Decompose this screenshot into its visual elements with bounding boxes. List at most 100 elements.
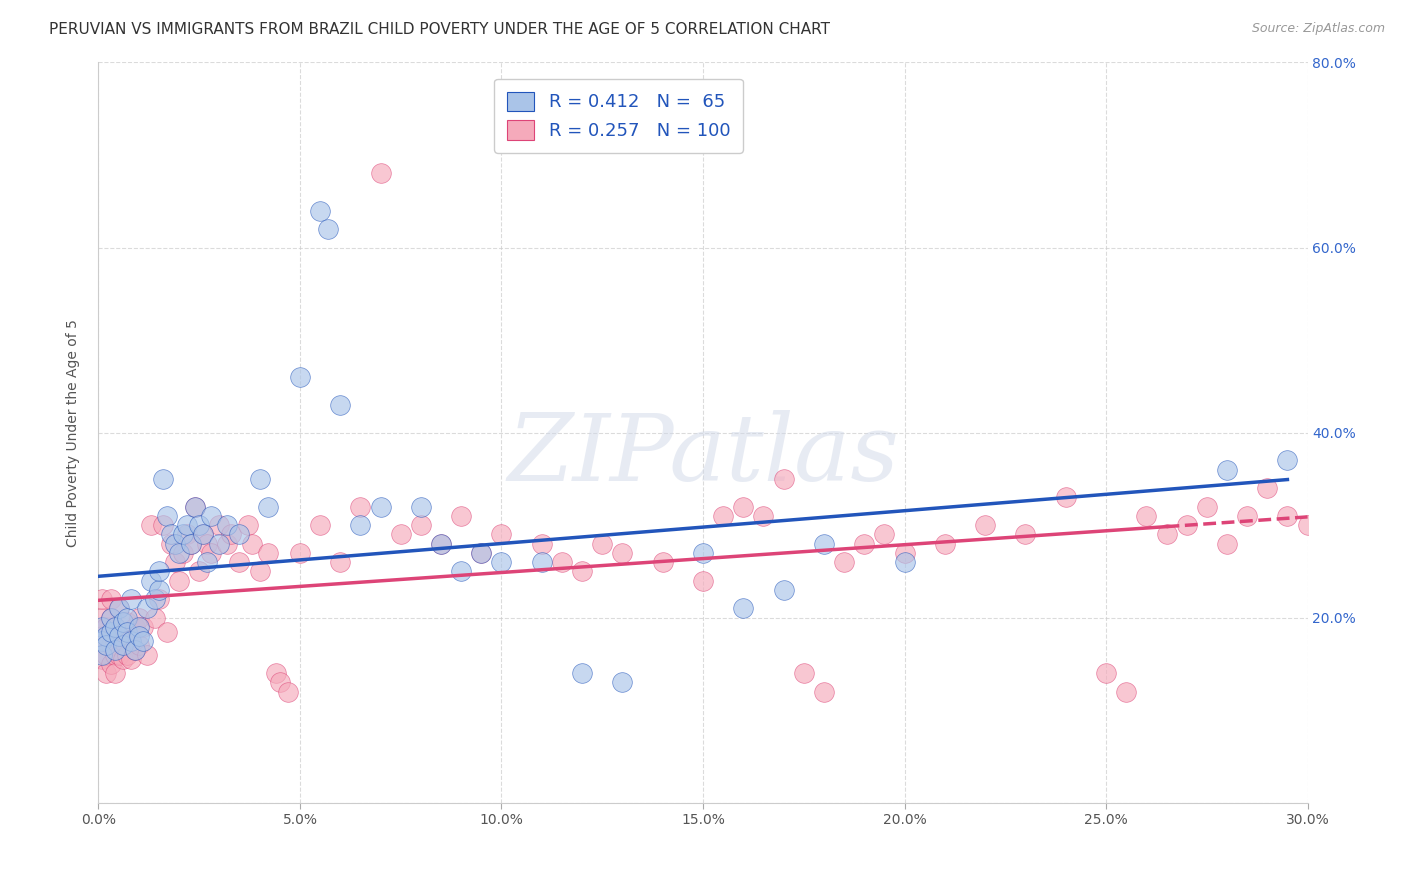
Point xyxy=(752,508,775,523)
Point xyxy=(1296,518,1319,533)
Point xyxy=(409,518,432,533)
Point xyxy=(96,639,118,653)
Point xyxy=(96,648,118,662)
Point xyxy=(111,652,134,666)
Point xyxy=(195,536,218,550)
Point xyxy=(430,536,453,550)
Point xyxy=(264,666,287,681)
Point xyxy=(711,508,734,523)
Point xyxy=(269,675,291,690)
Point xyxy=(733,601,755,615)
Point xyxy=(409,500,432,514)
Point xyxy=(100,610,122,624)
Point xyxy=(692,546,714,560)
Point xyxy=(832,555,855,569)
Point xyxy=(349,500,371,514)
Point xyxy=(1236,508,1258,523)
Point xyxy=(853,536,876,550)
Point xyxy=(128,639,150,653)
Point xyxy=(120,592,142,607)
Point xyxy=(103,633,125,648)
Point xyxy=(143,610,166,624)
Point xyxy=(200,546,222,560)
Point xyxy=(91,652,114,666)
Point xyxy=(893,546,915,560)
Point xyxy=(160,527,183,541)
Point xyxy=(143,592,166,607)
Point xyxy=(370,500,392,514)
Point xyxy=(115,648,138,662)
Point xyxy=(430,536,453,550)
Point xyxy=(160,536,183,550)
Text: Source: ZipAtlas.com: Source: ZipAtlas.com xyxy=(1251,22,1385,36)
Point xyxy=(288,546,311,560)
Point xyxy=(793,666,815,681)
Point xyxy=(288,370,311,384)
Point xyxy=(115,615,138,630)
Point xyxy=(152,518,174,533)
Text: ZIPatlas: ZIPatlas xyxy=(508,409,898,500)
Point xyxy=(491,527,513,541)
Point xyxy=(96,620,118,634)
Point xyxy=(813,536,835,550)
Point xyxy=(1014,527,1036,541)
Point xyxy=(772,582,794,597)
Point xyxy=(132,633,155,648)
Point xyxy=(1216,536,1239,550)
Point xyxy=(236,518,259,533)
Point xyxy=(107,601,129,615)
Point xyxy=(309,203,332,218)
Point xyxy=(934,536,956,550)
Point xyxy=(111,633,134,648)
Point xyxy=(180,536,202,550)
Point xyxy=(813,685,835,699)
Point xyxy=(188,518,211,533)
Point xyxy=(100,639,122,653)
Point xyxy=(256,546,278,560)
Point xyxy=(217,536,239,550)
Point xyxy=(1156,527,1178,541)
Point xyxy=(128,620,150,634)
Point xyxy=(249,565,271,579)
Point xyxy=(107,629,129,643)
Point xyxy=(329,555,352,569)
Point xyxy=(91,648,114,662)
Point xyxy=(167,546,190,560)
Point xyxy=(1115,685,1137,699)
Point xyxy=(128,610,150,624)
Point xyxy=(221,527,243,541)
Point xyxy=(103,643,125,657)
Point xyxy=(96,666,118,681)
Point xyxy=(100,624,122,639)
Point xyxy=(124,643,146,657)
Point xyxy=(974,518,997,533)
Text: PERUVIAN VS IMMIGRANTS FROM BRAZIL CHILD POVERTY UNDER THE AGE OF 5 CORRELATION : PERUVIAN VS IMMIGRANTS FROM BRAZIL CHILD… xyxy=(49,22,830,37)
Point xyxy=(893,555,915,569)
Point xyxy=(100,657,122,671)
Point xyxy=(132,620,155,634)
Point xyxy=(193,527,215,541)
Point xyxy=(309,518,332,533)
Point xyxy=(1277,508,1299,523)
Point xyxy=(120,633,142,648)
Point xyxy=(100,592,122,607)
Point xyxy=(91,620,114,634)
Point xyxy=(1277,453,1299,467)
Point xyxy=(389,527,412,541)
Point xyxy=(349,518,371,533)
Point xyxy=(530,536,553,550)
Point xyxy=(107,601,129,615)
Point xyxy=(200,508,222,523)
Point xyxy=(651,555,673,569)
Point xyxy=(184,500,207,514)
Point xyxy=(103,620,125,634)
Point xyxy=(188,565,211,579)
Point xyxy=(256,500,278,514)
Point xyxy=(1054,491,1077,505)
Point xyxy=(124,620,146,634)
Point xyxy=(107,629,129,643)
Point xyxy=(100,610,122,624)
Point xyxy=(156,508,179,523)
Point xyxy=(277,685,299,699)
Point xyxy=(128,629,150,643)
